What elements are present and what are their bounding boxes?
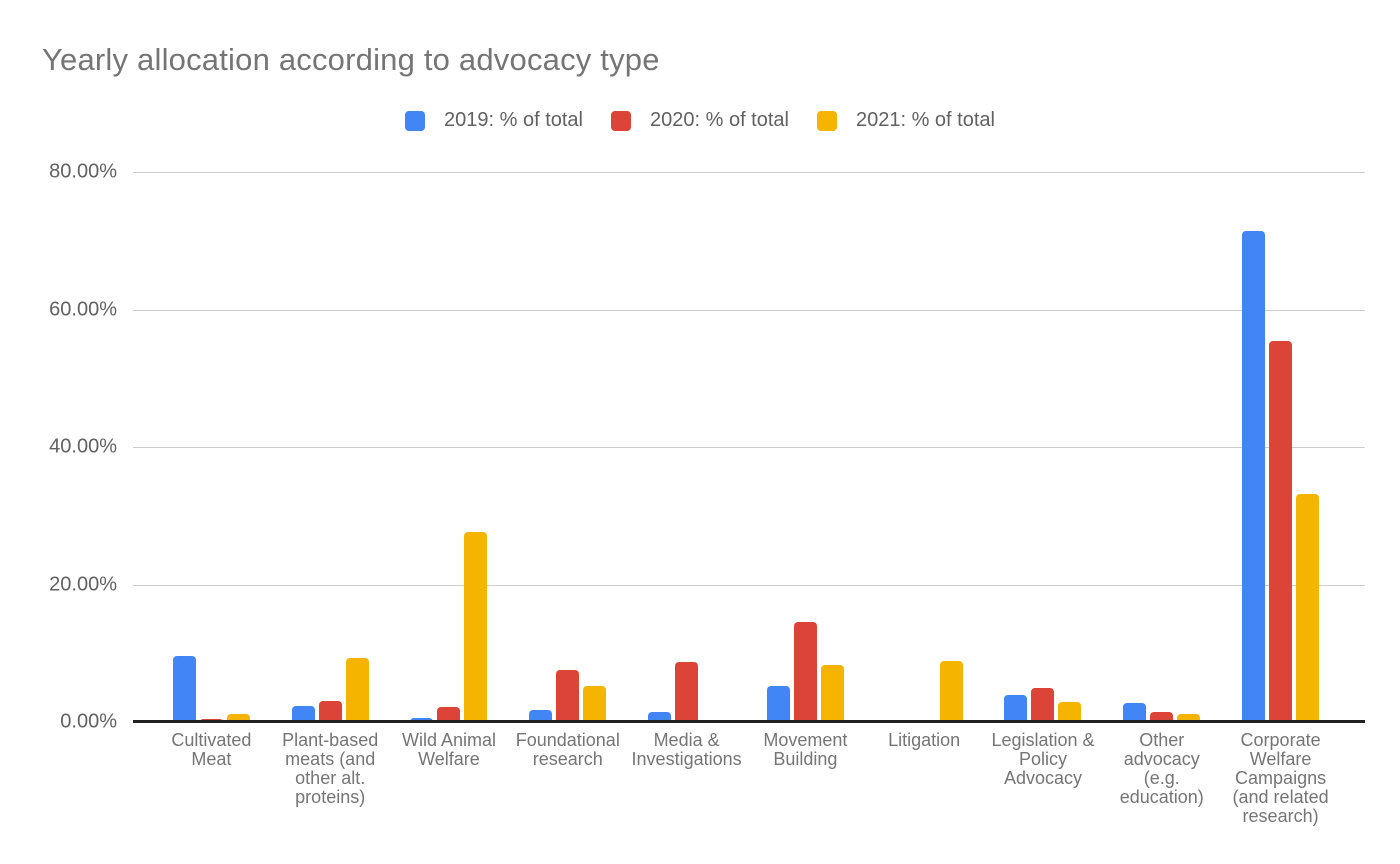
legend-swatch-2019 (405, 110, 426, 131)
y-tick-label: 80.00% (49, 160, 117, 183)
bar (675, 661, 699, 722)
bar-group (627, 172, 746, 722)
bar (1058, 702, 1082, 722)
x-category-label-text: Corporate Welfare Campaigns (and related… (1232, 730, 1329, 826)
bar-group (390, 172, 509, 722)
bar-group (1102, 172, 1221, 722)
x-category-label-text: Media & Investigations (631, 730, 742, 769)
x-category-label: Media & Investigations (627, 731, 746, 826)
y-tick-label: 40.00% (49, 435, 117, 458)
bar (291, 706, 315, 722)
legend: 2019: % of total 2020: % of total 2021: … (0, 109, 1400, 132)
bar-group (865, 172, 984, 722)
x-category-label-text: Movement Building (763, 730, 848, 769)
x-category-label-text: Plant-based meats (and other alt. protei… (282, 730, 379, 807)
bar-group (152, 172, 271, 722)
legend-label-2019: 2019: % of total (444, 109, 583, 131)
legend-swatch-2021 (816, 110, 837, 131)
bar-group (984, 172, 1103, 722)
gridline (133, 172, 1365, 173)
x-category-label-text: Litigation (888, 730, 961, 750)
gridline (133, 584, 1365, 586)
legend-item-2019: 2019: % of total (405, 109, 583, 132)
bar (1177, 714, 1201, 722)
bar (556, 669, 580, 722)
x-category-label: Litigation (865, 731, 984, 826)
y-tick-label: 60.00% (49, 298, 117, 320)
bar (1150, 712, 1174, 722)
plot-area (133, 172, 1365, 723)
bar (939, 660, 963, 722)
x-axis-labels: Cultivated Meat Plant-based meats (and ot… (152, 731, 1340, 826)
x-category-label: Legislation & Policy Advocacy (984, 731, 1103, 826)
bar (437, 706, 461, 722)
bar-group (508, 172, 627, 722)
gridline (133, 309, 1365, 311)
legend-item-2021: 2021: % of total (816, 109, 995, 132)
bar (410, 717, 434, 722)
gridline (133, 447, 1365, 448)
x-category-label-text: Wild Animal Welfare (401, 730, 496, 769)
bar (318, 701, 342, 722)
x-category-label-text: Other advocacy (e.g. education) (1119, 730, 1204, 807)
bar (172, 656, 196, 722)
bar (1296, 493, 1320, 722)
x-category-label: Movement Building (746, 731, 865, 826)
bar (1269, 341, 1293, 722)
bars-row (152, 172, 1340, 722)
bar (1031, 688, 1055, 722)
x-category-label-text: Legislation & Policy Advocacy (991, 730, 1095, 788)
x-category-label-text: Cultivated Meat (171, 730, 252, 769)
bar (226, 713, 250, 722)
y-axis-labels: 80.00% 60.00% 40.00% 20.00% 0.00% (0, 161, 117, 733)
legend-label-2020: 2020: % of total (650, 109, 789, 131)
bar (766, 686, 790, 722)
x-category-label: Cultivated Meat (152, 731, 271, 826)
x-category-label: Other advocacy (e.g. education) (1102, 731, 1221, 826)
chart-title: Yearly allocation according to advocacy … (42, 42, 660, 77)
bar (648, 711, 672, 722)
bar (529, 709, 553, 722)
legend-swatch-2020 (611, 110, 631, 131)
x-axis-line (133, 720, 1365, 723)
x-category-label: Corporate Welfare Campaigns (and related… (1221, 731, 1340, 826)
bar-group (746, 172, 865, 722)
bar (583, 685, 607, 722)
bar (1242, 231, 1266, 722)
bar-group (271, 172, 390, 722)
bar (793, 622, 817, 722)
bar (820, 664, 844, 722)
bar (1123, 702, 1147, 722)
x-category-label: Wild Animal Welfare (390, 731, 509, 826)
x-category-label: Foundational research (508, 731, 627, 826)
y-tick-label: 0.00% (60, 710, 117, 733)
x-category-label-text: Foundational research (515, 730, 620, 769)
legend-label-2021: 2021: % of total (855, 109, 995, 131)
bar (345, 658, 369, 722)
bar (1004, 695, 1028, 722)
bar-group (1221, 172, 1340, 722)
y-tick-label: 20.00% (49, 573, 117, 595)
x-category-label: Plant-based meats (and other alt. protei… (271, 731, 390, 826)
legend-item-2020: 2020: % of total (611, 109, 789, 132)
bar (464, 531, 488, 722)
